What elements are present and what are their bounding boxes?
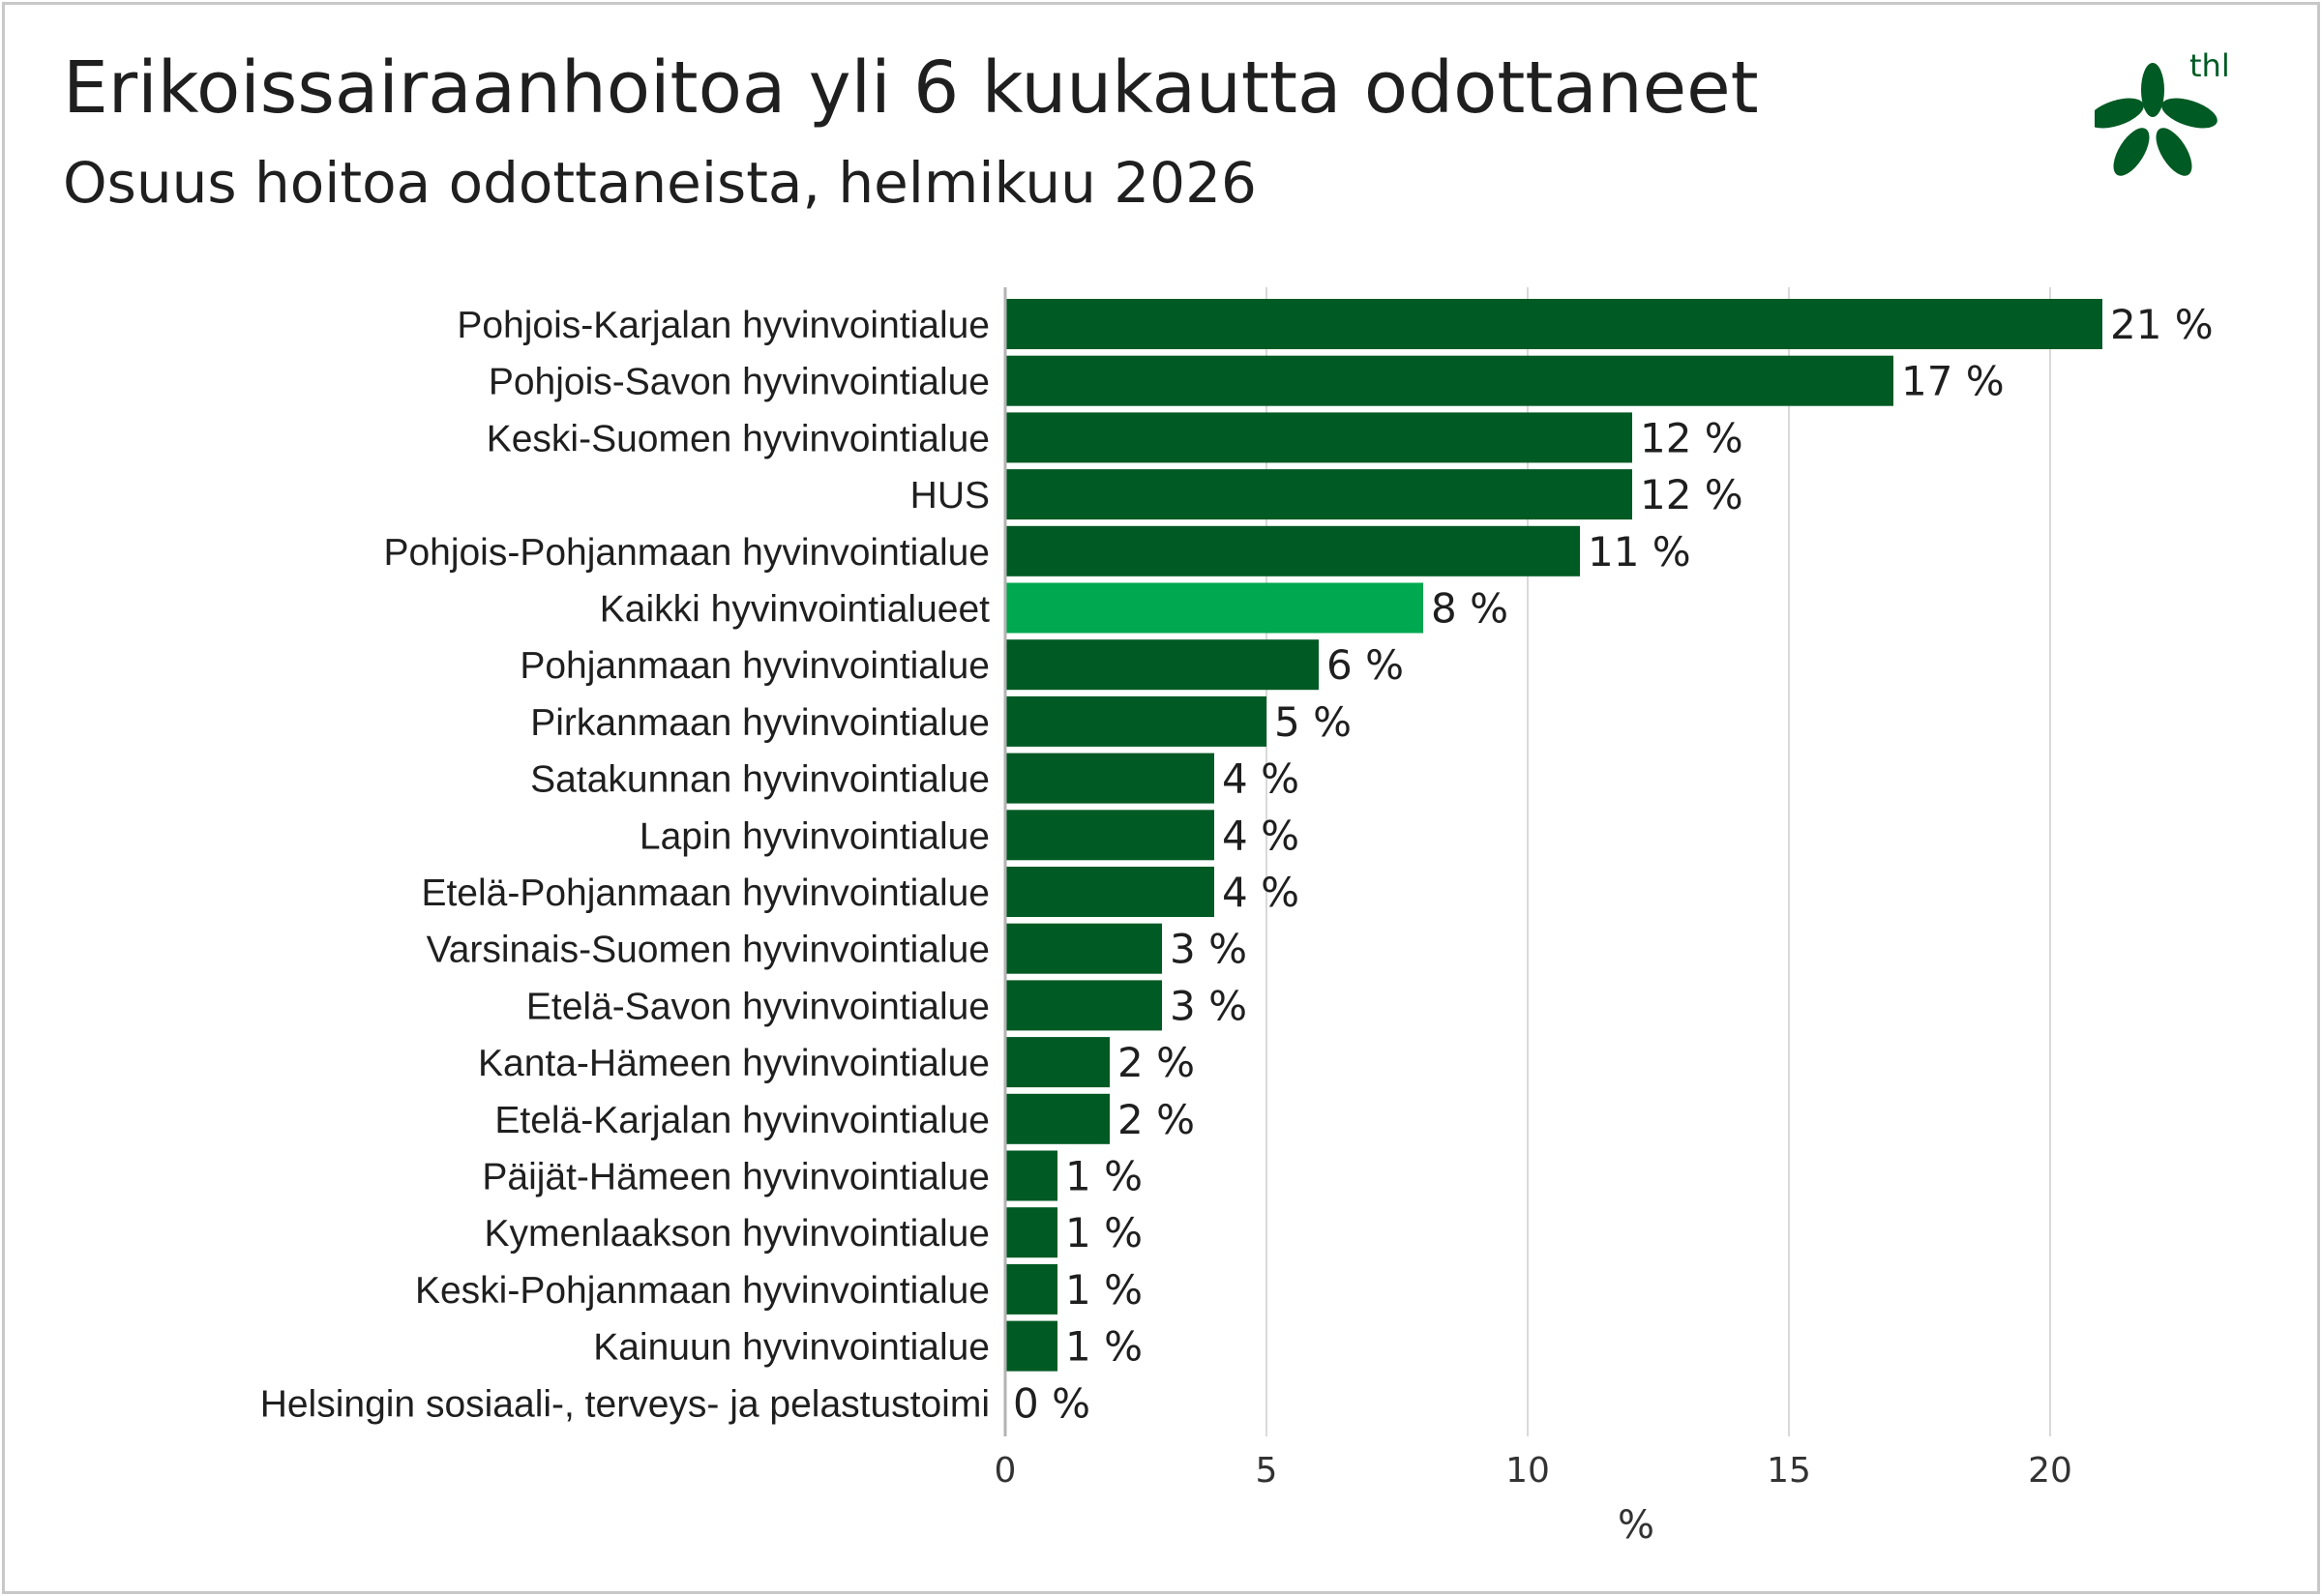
data-label: 1 % bbox=[1065, 1153, 1143, 1200]
bar bbox=[1005, 980, 1162, 1031]
category-label: Pohjois-Karjalan hyvinvointialue bbox=[457, 305, 990, 346]
data-label: 0 % bbox=[1013, 1379, 1090, 1427]
data-label: 4 % bbox=[1222, 812, 1299, 859]
category-label: Keski-Pohjanmaan hyvinvointialue bbox=[415, 1270, 990, 1312]
data-label: 5 % bbox=[1274, 698, 1352, 746]
thl-flower-logo-icon: thl bbox=[2095, 47, 2230, 176]
category-label: Etelä-Pohjanmaan hyvinvointialue bbox=[421, 872, 990, 914]
bar bbox=[1005, 753, 1214, 804]
category-label: Satakunnan hyvinvointialue bbox=[530, 759, 990, 801]
data-label: 8 % bbox=[1431, 585, 1508, 633]
category-label: Kainuun hyvinvointialue bbox=[593, 1327, 990, 1369]
category-label: Kaikki hyvinvointialueet bbox=[600, 589, 990, 631]
bar bbox=[1005, 1037, 1110, 1088]
bar bbox=[1005, 582, 1423, 634]
bar-chart: Pohjois-Karjalan hyvinvointialue 21 % Pohj… bbox=[260, 287, 2214, 1548]
category-label: Helsingin sosiaali-, terveys- ja pelastu… bbox=[260, 1383, 990, 1425]
x-tick-label: 10 bbox=[1505, 1451, 1550, 1491]
bar bbox=[1005, 810, 1214, 861]
bar bbox=[1005, 355, 1893, 406]
data-label: 4 % bbox=[1222, 869, 1299, 916]
bar bbox=[1005, 299, 2102, 349]
category-label: Pirkanmaan hyvinvointialue bbox=[530, 702, 990, 744]
bar bbox=[1005, 695, 1266, 747]
x-axis-title: % bbox=[1618, 1503, 1654, 1548]
data-label: 21 % bbox=[2110, 301, 2214, 348]
data-label: 11 % bbox=[1588, 528, 1691, 576]
data-label: 4 % bbox=[1222, 755, 1299, 803]
category-label: Etelä-Karjalan hyvinvointialue bbox=[494, 1100, 990, 1141]
bar bbox=[1005, 525, 1580, 576]
bar bbox=[1005, 1093, 1110, 1144]
data-label: 6 % bbox=[1326, 641, 1404, 689]
bar bbox=[1005, 1263, 1057, 1315]
category-label: Pohjois-Savon hyvinvointialue bbox=[489, 362, 990, 403]
category-label: Keski-Suomen hyvinvointialue bbox=[487, 418, 990, 459]
logo-text: thl bbox=[2189, 47, 2230, 84]
data-label: 12 % bbox=[1640, 471, 1743, 518]
bar bbox=[1005, 639, 1319, 691]
category-label: Varsinais-Suomen hyvinvointialue bbox=[427, 930, 990, 971]
bar bbox=[1005, 867, 1214, 917]
category-label: Päijät-Hämeen hyvinvointialue bbox=[482, 1157, 990, 1198]
bar bbox=[1005, 1150, 1057, 1201]
category-label: HUS bbox=[910, 475, 990, 517]
bar bbox=[1005, 412, 1632, 463]
chart-subtitle: Osuus hoitoa odottaneista, helmikuu 2026 bbox=[63, 150, 1257, 216]
data-label: 17 % bbox=[1901, 358, 2005, 405]
x-tick-label: 20 bbox=[2028, 1451, 2072, 1491]
data-label: 3 % bbox=[1170, 982, 1247, 1029]
category-label: Lapin hyvinvointialue bbox=[640, 815, 990, 857]
chart-title: Erikoissairaanhoitoa yli 6 kuukautta odo… bbox=[63, 46, 1759, 130]
category-label: Etelä-Savon hyvinvointialue bbox=[526, 986, 990, 1027]
bar bbox=[1005, 923, 1162, 974]
bar bbox=[1005, 1207, 1057, 1258]
category-label: Pohjanmaan hyvinvointialue bbox=[520, 645, 990, 687]
category-label: Pohjois-Pohjanmaan hyvinvointialue bbox=[383, 532, 990, 574]
x-tick-label: 0 bbox=[995, 1451, 1017, 1491]
data-label: 12 % bbox=[1640, 414, 1743, 461]
data-label: 3 % bbox=[1170, 926, 1247, 973]
data-label: 1 % bbox=[1065, 1323, 1143, 1371]
data-label: 2 % bbox=[1117, 1096, 1195, 1143]
data-label: 1 % bbox=[1065, 1266, 1143, 1314]
category-label: Kymenlaakson hyvinvointialue bbox=[485, 1213, 990, 1255]
data-label: 2 % bbox=[1117, 1039, 1195, 1086]
x-tick-label: 15 bbox=[1767, 1451, 1811, 1491]
data-label: 1 % bbox=[1065, 1209, 1143, 1256]
bar bbox=[1005, 1320, 1057, 1372]
category-label: Kanta-Hämeen hyvinvointialue bbox=[478, 1043, 990, 1084]
x-tick-label: 5 bbox=[1256, 1451, 1278, 1491]
bar bbox=[1005, 469, 1632, 520]
